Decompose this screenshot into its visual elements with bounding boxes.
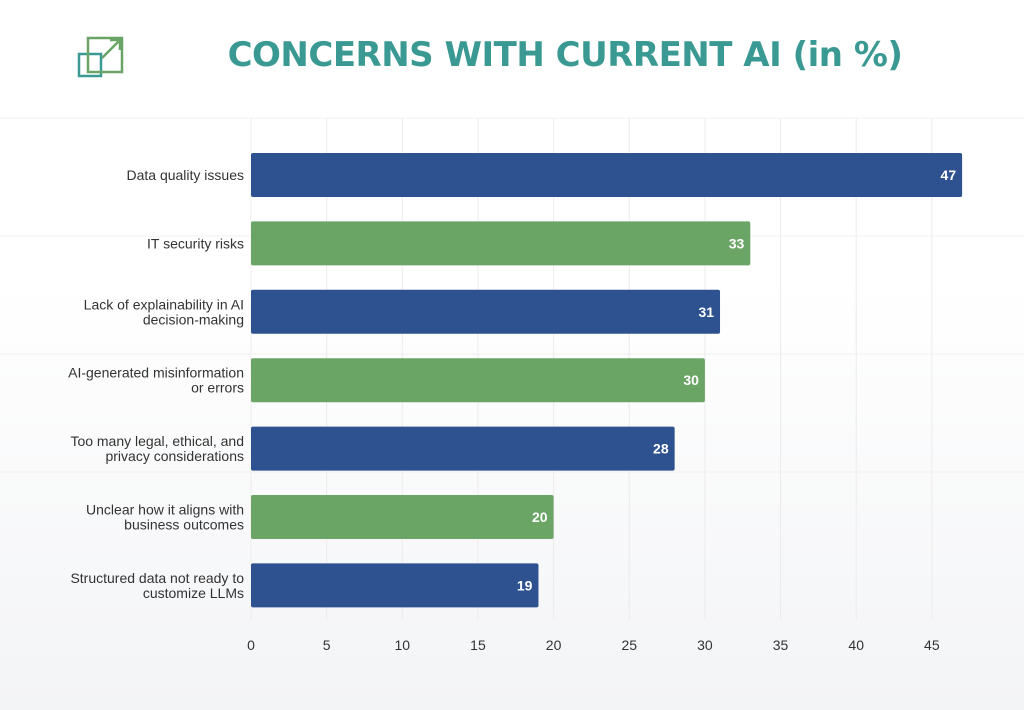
x-tick-label: 10 <box>395 637 411 653</box>
data-label: 20 <box>532 509 548 525</box>
category-label: or errors <box>191 380 244 396</box>
category-label: AI-generated misinformation <box>68 365 244 381</box>
x-tick-label: 40 <box>848 637 864 653</box>
bar <box>251 563 539 608</box>
x-tick-label: 0 <box>247 637 255 653</box>
category-label: business outcomes <box>124 517 244 533</box>
x-tick-label: 5 <box>323 637 331 653</box>
category-label: privacy considerations <box>105 448 244 464</box>
data-label: 47 <box>941 167 957 183</box>
category-label: IT security risks <box>147 235 244 251</box>
header-band <box>0 0 1024 118</box>
x-tick-label: 15 <box>470 637 486 653</box>
bar <box>251 289 721 334</box>
data-label: 31 <box>698 304 714 320</box>
data-label: 28 <box>653 441 669 457</box>
bar <box>251 426 675 471</box>
x-tick-label: 20 <box>546 637 562 653</box>
category-label: Too many legal, ethical, and <box>70 433 244 449</box>
x-tick-label: 45 <box>924 637 940 653</box>
x-tick-label: 30 <box>697 637 713 653</box>
category-label: decision-making <box>143 311 244 327</box>
category-label: Structured data not ready to <box>70 570 244 586</box>
category-label: Lack of explainability in AI <box>84 296 244 312</box>
page-title: CONCERNS WITH CURRENT AI (in %) <box>227 35 903 75</box>
data-label: 30 <box>683 372 699 388</box>
category-label: customize LLMs <box>143 585 244 601</box>
bar <box>251 358 705 403</box>
bar <box>251 153 963 197</box>
data-label: 19 <box>517 577 533 593</box>
x-tick-label: 35 <box>773 637 789 653</box>
x-tick-label: 25 <box>621 637 637 653</box>
category-label: Unclear how it aligns with <box>86 502 244 518</box>
resize-arrow-icon <box>77 36 124 78</box>
data-label: 33 <box>729 235 745 251</box>
category-label: Data quality issues <box>126 167 244 183</box>
bar <box>251 495 554 539</box>
bar <box>251 221 751 266</box>
